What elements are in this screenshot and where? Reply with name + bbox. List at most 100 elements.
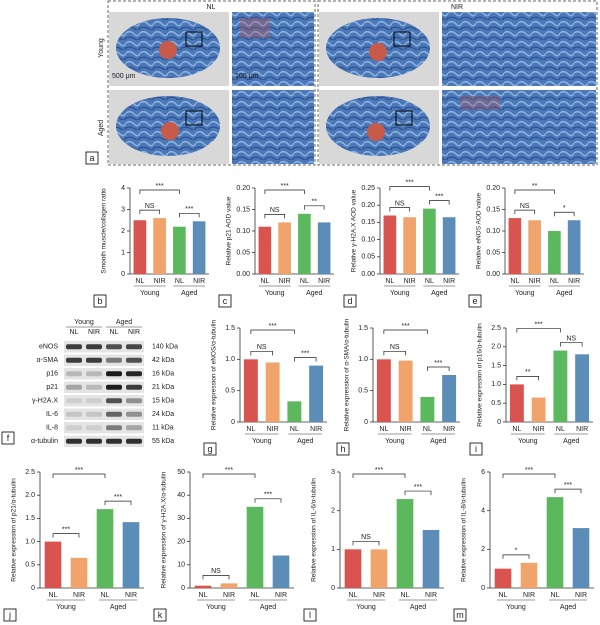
- significance-bracket: [294, 357, 317, 362]
- bar: [508, 218, 522, 274]
- panel-letter: j: [8, 610, 11, 620]
- x-tick-label: NL: [199, 592, 208, 599]
- y-axis-label: Relative eNOS AOD value: [476, 193, 483, 269]
- significance-bracket: [514, 189, 555, 194]
- y-tick-label: 1.0: [225, 356, 235, 363]
- x-tick-label: NIR: [443, 278, 455, 285]
- significance-label: ***: [114, 494, 122, 501]
- significance-label: **: [532, 183, 538, 190]
- x-tick-label: NIR: [275, 592, 287, 599]
- x-tick-label: NL: [290, 426, 299, 433]
- significance-bracket: [389, 207, 410, 212]
- significance-label: ***: [535, 321, 543, 328]
- blot-band: [106, 344, 122, 350]
- bar: [194, 585, 212, 588]
- y-tick-label: 0.15: [486, 206, 500, 213]
- significance-label: ***: [414, 484, 422, 491]
- bar: [298, 213, 311, 274]
- significance-label: ***: [62, 526, 70, 533]
- panel-letter: l: [309, 610, 311, 620]
- group-label: Young: [140, 290, 160, 297]
- blot-band: [66, 398, 82, 404]
- significance-bracket: [429, 200, 450, 205]
- panel-letter-box: [468, 294, 482, 308]
- blot-band: [66, 425, 82, 431]
- y-axis-label: Relative expression of α-SMA/α-tubulin: [344, 318, 351, 431]
- column-label: NIR: [451, 4, 463, 11]
- overview-image: [109, 12, 229, 86]
- x-tick-label: NIR: [533, 426, 545, 433]
- size-label: 24 kDa: [152, 411, 174, 418]
- y-tick-label: 0.5: [491, 400, 501, 407]
- x-tick-label: NIR: [318, 278, 330, 285]
- bar: [192, 221, 206, 274]
- x-tick-label: NIR: [443, 426, 455, 433]
- overview-image: [319, 12, 439, 86]
- panel-letter-box: [336, 442, 350, 456]
- group-label: Young: [390, 290, 410, 297]
- size-label: 11 kDa: [152, 425, 174, 432]
- bar: [376, 359, 391, 422]
- tissue-detail: [460, 96, 500, 110]
- significance-bracket: [516, 376, 539, 381]
- x-tick-label: NL: [425, 278, 434, 285]
- panel-letter: g: [207, 444, 212, 454]
- scale-bar-label: 500 μm: [112, 73, 136, 80]
- significance-label: ***: [281, 183, 289, 190]
- panel-letter-box: [85, 151, 99, 165]
- group-label: Young: [356, 604, 376, 611]
- blot-band: [86, 425, 102, 431]
- blot-band: [86, 344, 102, 350]
- bar: [396, 499, 414, 588]
- significance-bracket: [139, 189, 180, 194]
- row-label: Aged: [98, 120, 105, 136]
- bar: [531, 397, 546, 422]
- group-label: Young: [506, 604, 526, 611]
- x-tick-label: NL: [349, 592, 358, 599]
- y-tick-label: 0.05: [361, 254, 375, 261]
- x-tick-label: NIR: [73, 592, 85, 599]
- panel-letter-box: [303, 608, 317, 622]
- blot-band: [66, 344, 82, 350]
- bar: [44, 541, 62, 588]
- group-label: Aged: [556, 290, 572, 297]
- significance-label: ***: [269, 323, 277, 330]
- significance-bracket: [554, 211, 575, 217]
- y-axis-label: Relative γ-H2A.X AOD value: [351, 189, 358, 272]
- x-tick-label: NIR: [425, 592, 437, 599]
- panel-letter: m: [456, 610, 464, 620]
- size-label: 140 kDa: [152, 344, 178, 351]
- blot-strip: [64, 381, 144, 393]
- bar: [153, 218, 166, 274]
- frame: [107, 0, 316, 166]
- significance-label: *: [515, 548, 518, 555]
- significance-label: ***: [435, 193, 443, 200]
- y-tick-label: 1.0: [358, 356, 368, 363]
- significance-label: ***: [406, 179, 414, 186]
- significance-label: ***: [264, 492, 272, 499]
- y-tick-label: 0: [181, 585, 185, 592]
- panel-letter-box: [1, 431, 15, 445]
- y-tick-label: 0.25: [361, 185, 375, 192]
- x-tick-label: NIR: [529, 278, 541, 285]
- y-tick-label: 1.0: [25, 538, 35, 545]
- significance-bracket: [52, 473, 106, 478]
- y-axis-label: Relative expression of IL-8/α-tubulin: [461, 478, 468, 582]
- panel-letter-box: [3, 608, 17, 622]
- x-tick-label: NL: [246, 426, 255, 433]
- panel-letter: a: [89, 153, 94, 163]
- group-label: Aged: [260, 604, 276, 611]
- y-tick-label: 2.5: [25, 469, 35, 476]
- blot-band: [66, 357, 82, 363]
- significance-label: **: [312, 199, 318, 206]
- y-tick-label: 0.00: [486, 271, 500, 278]
- y-tick-label: 0: [31, 585, 35, 592]
- lane-label: NL: [110, 329, 119, 336]
- bar: [528, 220, 541, 274]
- x-tick-label: NL: [512, 426, 521, 433]
- protein-label: α-SMA: [36, 357, 58, 364]
- blot-strip: [64, 341, 144, 353]
- protein-label: p21: [46, 384, 58, 391]
- x-tick-label: NIR: [279, 278, 291, 285]
- significance-bracket: [514, 209, 535, 215]
